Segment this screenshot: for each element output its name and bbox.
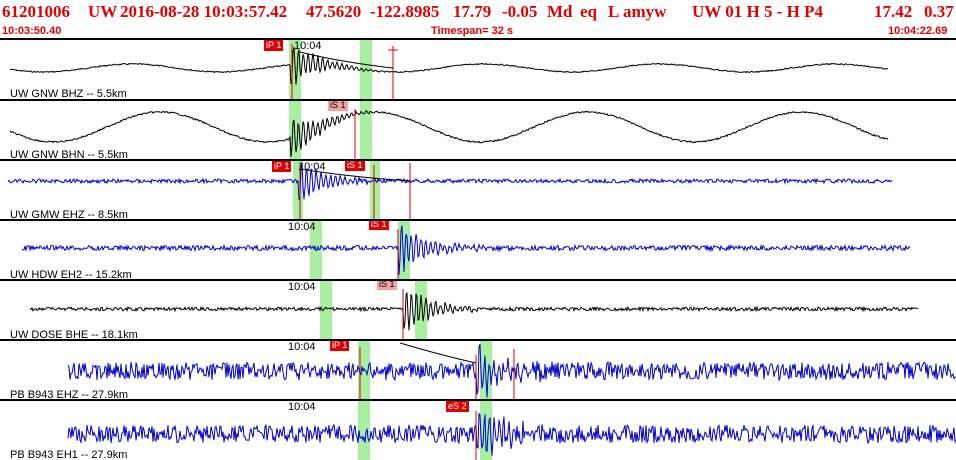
trace-panel-hdw-eh2[interactable]: 10:04 iS 1 UW HDW EH2 -- 15.2km xyxy=(0,221,956,280)
network: UW xyxy=(88,2,118,21)
start-time: 10:03:50.40 xyxy=(2,25,62,37)
end-time: 10:04:22.69 xyxy=(888,25,948,37)
panel-divider xyxy=(0,159,956,161)
channel-label: PB B943 EHZ -- 27.9km xyxy=(10,389,128,400)
waveform-gmw-ehz xyxy=(7,161,893,220)
event-flags: L xyxy=(608,2,620,21)
timespan: Timespan= 32 s xyxy=(431,25,514,37)
channel-label: PB B943 EH1 -- 27.9km xyxy=(10,449,128,460)
time-tick: 10:04 xyxy=(298,161,326,173)
magnitude-type: Md xyxy=(547,2,573,21)
depth: 17.79 xyxy=(453,2,492,21)
pick-marker[interactable]: iS 1 xyxy=(369,221,389,230)
channel-label: UW GNW BHN -- 5.5km xyxy=(10,149,128,160)
panel-divider xyxy=(0,99,956,101)
channel-label: UW GMW EHZ -- 8.5km xyxy=(10,209,128,220)
time-tick: 10:04 xyxy=(288,281,316,293)
trace-panel-gmw-ehz[interactable]: 10:04 iP 1 iS 1 UW GMW EHZ -- 8.5km xyxy=(0,161,956,220)
time-tick: 10:04 xyxy=(288,221,316,233)
origin-datetime: 2016-08-28 10:03:57.42 xyxy=(120,2,288,21)
waveform-gnw-bhn xyxy=(9,101,889,160)
panel-divider xyxy=(0,399,956,401)
trace-panel-b943-ehz[interactable]: 10:04 iP 1 PB B943 EHZ -- 27.9km xyxy=(0,341,956,400)
channel-label: UW HDW EH2 -- 15.2km xyxy=(10,269,132,280)
pick-marker[interactable]: iS 1 xyxy=(345,161,365,171)
waveform-hdw-eh2 xyxy=(21,221,911,280)
quality-info: UW 01 H 5 - H P4 xyxy=(692,2,823,21)
pick-marker[interactable]: iP 1 xyxy=(264,40,284,51)
waveform-b943-eh1 xyxy=(67,401,956,460)
magnitude: -0.05 xyxy=(502,2,538,21)
panel-divider xyxy=(0,219,956,221)
event-header: 61201006 UW 2016-08-28 10:03:57.42 47.56… xyxy=(0,0,956,40)
time-tick: 10:04 xyxy=(288,341,316,353)
panel-divider xyxy=(0,279,956,281)
pick-marker[interactable]: eS 2 xyxy=(446,401,469,412)
trace-panel-gnw-bhn[interactable]: iS 1 UW GNW BHN -- 5.5km xyxy=(0,101,956,160)
pick-marker[interactable]: iP 1 xyxy=(330,341,350,351)
trace-panel-gnw-bhz[interactable]: 10:04 iP 1 UW GNW BHZ -- 5.5km xyxy=(0,40,956,99)
event-id: 61201006 xyxy=(2,2,70,21)
trace-panel-dose-bhe[interactable]: 10:04 iS 1 UW DOSE BHE -- 18.1km xyxy=(0,281,956,340)
channel-label: UW GNW BHZ -- 5.5km xyxy=(10,88,127,99)
event-type: eq xyxy=(580,2,597,21)
pick-marker[interactable]: iP 1 xyxy=(272,161,292,172)
analyst-user: amyw xyxy=(623,2,667,21)
header-divider xyxy=(0,38,956,40)
panel-divider xyxy=(0,339,956,341)
pick-marker[interactable]: iS 1 xyxy=(377,281,397,290)
waveform-b943-ehz xyxy=(67,341,956,400)
channel-label: UW DOSE BHE -- 18.1km xyxy=(10,329,138,340)
trace-panel-b943-eh1[interactable]: 10:04 eS 2 PB B943 EH1 -- 27.9km xyxy=(0,401,956,460)
event-summary-line: 61201006 UW 2016-08-28 10:03:57.42 47.56… xyxy=(2,2,956,22)
waveform-dose-bhe xyxy=(29,281,919,340)
time-tick: 10:04 xyxy=(288,401,316,413)
time-tick: 10:04 xyxy=(294,40,322,52)
longitude: -122.8985 xyxy=(370,2,440,21)
pick-marker[interactable]: iS 1 xyxy=(328,101,348,111)
latitude: 47.5620 xyxy=(306,2,362,21)
waveform-gnw-bhz xyxy=(9,40,889,99)
right-value-b: 0.37 xyxy=(924,2,954,21)
right-value-a: 17.42 xyxy=(874,2,913,21)
